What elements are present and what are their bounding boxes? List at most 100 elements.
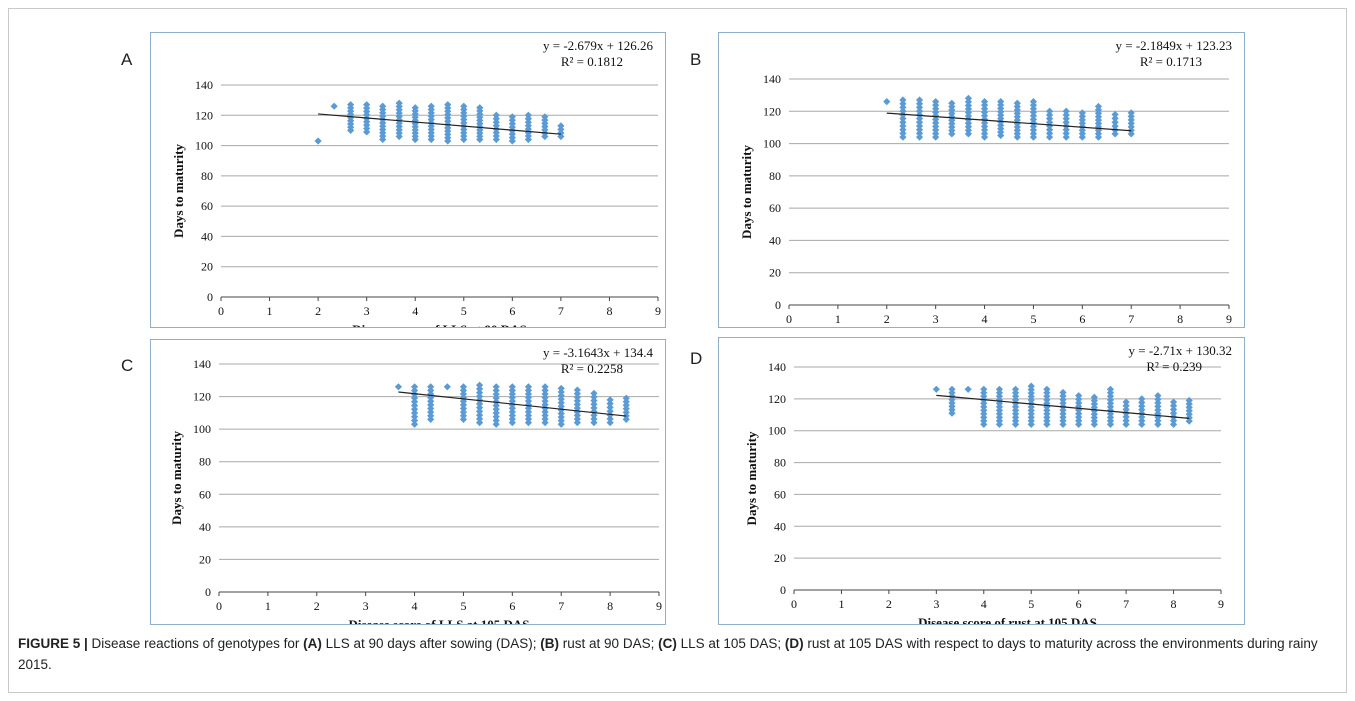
x-tick-label: 2 [315, 304, 321, 318]
data-point [1045, 111, 1054, 119]
data-point [573, 408, 581, 416]
x-tick-label: 9 [655, 304, 661, 318]
data-point [995, 385, 1004, 393]
data-point [314, 137, 322, 145]
data-point [606, 403, 614, 412]
y-tick-label: 120 [193, 390, 211, 404]
x-axis-title: Disease score of LLS at 90 DAS [352, 322, 527, 327]
data-point [475, 381, 484, 389]
data-point [1138, 402, 1146, 410]
data-point [1122, 420, 1130, 428]
x-tick-label: 1 [265, 599, 271, 613]
x-tick-label: 7 [558, 599, 564, 613]
data-point [964, 385, 972, 393]
y-tick-label: 0 [775, 298, 781, 312]
data-point [573, 400, 581, 409]
data-point [1062, 111, 1070, 119]
data-point [1013, 99, 1021, 107]
trendline [398, 391, 627, 417]
data-point [427, 408, 435, 416]
data-point [1127, 109, 1135, 117]
chart-panel-d: 0 20 40 60 80 100 120 140 0 1 2 3 4 5 6 7 8 9 Disease scor… [718, 337, 1245, 625]
y-axis-title: Days to maturity [744, 431, 759, 525]
data-point [573, 419, 581, 427]
data-point [459, 415, 468, 423]
x-tick-label: 6 [509, 304, 515, 318]
data-point [915, 100, 924, 108]
data-point [475, 392, 484, 401]
data-point [459, 412, 468, 420]
y-tick-label: 140 [763, 72, 781, 86]
x-tick-label: 0 [218, 304, 224, 318]
y-tick-label: 140 [193, 357, 211, 371]
x-tick-label: 2 [314, 599, 320, 613]
y-tick-label: 60 [769, 201, 781, 215]
data-point [410, 386, 419, 395]
x-tick-label: 6 [1079, 312, 1085, 326]
y-tick-label: 40 [774, 519, 786, 533]
data-point [915, 133, 924, 141]
data-point [883, 98, 891, 106]
data-point [508, 113, 516, 121]
trendline-equation: y = -3.1643x + 134.4 [543, 345, 653, 360]
y-tick-label: 80 [774, 456, 786, 470]
data-point [606, 400, 614, 408]
data-point [492, 405, 500, 413]
data-point [557, 384, 565, 393]
data-point [443, 383, 451, 391]
data-point [524, 111, 532, 119]
caption-segment: (B) [540, 636, 560, 651]
trendline-equation: y = -2.1849x + 123.23 [1116, 38, 1233, 53]
y-tick-label: 80 [199, 455, 211, 469]
data-point [492, 383, 500, 391]
scatter-chart-a: 0 20 40 60 80 100 120 140 0 1 2 3 4 5 6 7 8 9 Disease scor… [171, 38, 661, 327]
data-point [508, 383, 516, 391]
y-tick-label: 120 [768, 392, 786, 406]
y-tick-label: 20 [769, 266, 781, 280]
data-point [427, 412, 435, 420]
caption-segment: LLS at 90 days after sowing (DAS); [321, 636, 541, 651]
data-point [915, 96, 924, 104]
data-point [915, 126, 924, 134]
x-tick-label: 4 [412, 599, 418, 613]
x-tick-label: 8 [1177, 312, 1183, 326]
data-point [541, 383, 549, 391]
y-tick-label: 80 [201, 169, 213, 183]
caption-segment: Disease reactions of genotypes for [91, 636, 304, 651]
x-tick-label: 0 [791, 597, 797, 611]
x-tick-label: 1 [838, 597, 844, 611]
data-point [997, 98, 1005, 106]
data-point [492, 111, 500, 119]
data-point [1138, 395, 1146, 403]
data-point [427, 383, 435, 391]
data-point [573, 393, 581, 401]
x-tick-label: 0 [216, 599, 222, 613]
data-point [557, 122, 565, 130]
x-tick-label: 5 [1030, 312, 1036, 326]
chart-panel-a: 0 20 40 60 80 100 120 140 0 1 2 3 4 5 6 7 8 9 Disease scor… [150, 32, 666, 328]
data-point [1169, 420, 1178, 428]
trendline-equation: y = -2.71x + 130.32 [1129, 343, 1233, 358]
x-axis-title: Disease score of rust at 105 DAS [918, 615, 1097, 624]
data-point [1062, 107, 1070, 115]
x-tick-label: 2 [884, 312, 890, 326]
data-point [1122, 405, 1130, 414]
caption-segment: (D) [784, 636, 804, 651]
data-point [573, 415, 581, 423]
data-point [573, 386, 581, 394]
data-point [1138, 417, 1146, 425]
x-tick-label: 4 [412, 304, 418, 318]
data-point [1169, 402, 1178, 410]
data-point [1062, 115, 1070, 123]
r-squared-label: R² = 0.2258 [561, 361, 623, 376]
scatter-chart-d: 0 20 40 60 80 100 120 140 0 1 2 3 4 5 6 7 8 9 Disease scor… [744, 343, 1233, 624]
data-point [411, 104, 419, 112]
panel-letter-b: B [690, 50, 702, 69]
data-point [915, 111, 924, 119]
data-point [1111, 118, 1119, 126]
data-point [980, 385, 988, 393]
data-point [1045, 115, 1054, 123]
data-point [1062, 126, 1070, 134]
panel-letter-c: C [121, 356, 134, 375]
